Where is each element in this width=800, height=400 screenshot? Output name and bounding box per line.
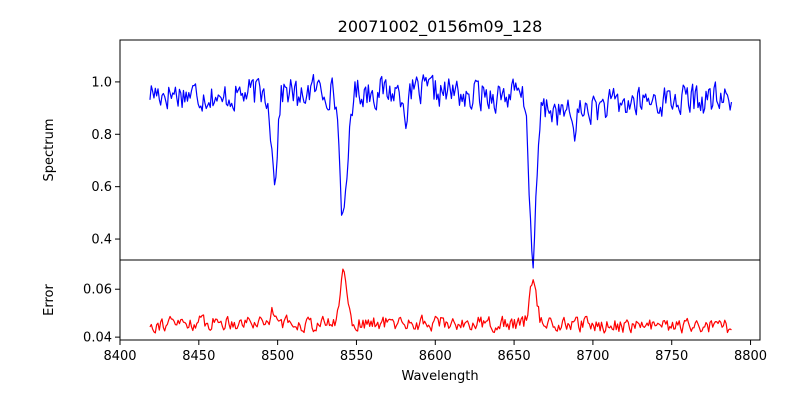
x-tick-label: 8400	[103, 349, 136, 364]
error-axes-frame	[119, 259, 761, 341]
x-tick-label: 8450	[182, 349, 215, 364]
chart-title: 20071002_0156m09_128	[338, 17, 543, 37]
spectrum-y-tick-label: 0.4	[91, 233, 112, 248]
spectrum-y-ticks: 0.4 0.6 0.8 1.0	[91, 75, 120, 248]
x-tick-label: 8700	[576, 349, 609, 364]
x-tick-label: 8550	[340, 349, 373, 364]
error-x-ticks: 8400 8450 8500 8550 8600 8650 8700 8750 8800	[103, 340, 767, 364]
error-y-axis-label: Error	[42, 284, 57, 316]
spectrum-y-axis-label: Spectrum	[42, 119, 57, 182]
error-y-ticks: 0.04 0.06	[83, 283, 120, 346]
error-y-tick-label: 0.04	[83, 331, 112, 346]
spectrum-y-tick-label: 0.6	[91, 180, 112, 195]
x-tick-label: 8500	[261, 349, 294, 364]
x-tick-label: 8750	[655, 349, 688, 364]
x-tick-label: 8800	[734, 349, 767, 364]
error-series-line	[149, 268, 732, 334]
spectrum-axes-frame	[119, 39, 761, 261]
spectrum-panel: 0.4 0.6 0.8 1.0 Spectrum	[42, 39, 761, 269]
spectrum-series-line	[149, 74, 733, 269]
error-panel: 0.04 0.06 8400 8450 8500 8550 8600 8650 8700 875…	[42, 259, 767, 384]
x-tick-label: 8650	[498, 349, 531, 364]
spectrum-y-tick-label: 0.8	[91, 128, 112, 143]
error-y-tick-label: 0.06	[83, 283, 112, 298]
spectrum-y-tick-label: 1.0	[91, 75, 112, 90]
x-axis-label: Wavelength	[401, 369, 478, 384]
x-tick-label: 8600	[419, 349, 452, 364]
